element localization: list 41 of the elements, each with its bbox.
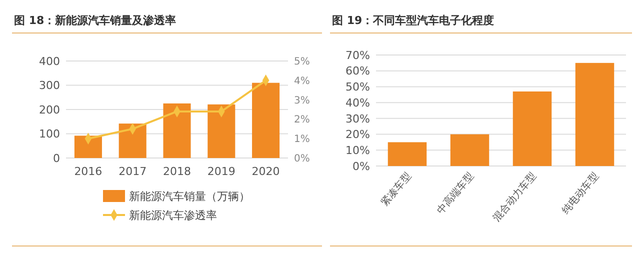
- y-tick-label: 50%: [346, 80, 370, 94]
- bar: [118, 124, 146, 158]
- x-tick-label: 2020: [252, 165, 280, 178]
- bar: [74, 136, 102, 158]
- y2-tick-label: 0%: [294, 154, 310, 164]
- chart-title: 图 19：不同车型汽车电子化程度: [332, 14, 494, 27]
- y2-tick-label: 3%: [294, 95, 310, 106]
- x-tick-label: 2018: [163, 165, 191, 178]
- x-tick-label: 紧凑车型: [378, 170, 414, 209]
- legend-label: 新能源汽车渗透率: [129, 208, 217, 222]
- bar: [450, 134, 490, 166]
- bar: [512, 91, 552, 166]
- bar: [252, 82, 280, 158]
- y-tick-label: 20%: [346, 128, 370, 142]
- y-tick-label: 0%: [352, 160, 370, 173]
- x-tick-label: 2017: [118, 165, 147, 178]
- y-tick-label: 40%: [346, 96, 370, 110]
- y-tick-label: 10%: [346, 144, 370, 157]
- x-tick-label: 中高端车型: [434, 170, 476, 216]
- y-tick-label: 30%: [346, 112, 370, 126]
- y-tick-label: 0: [53, 152, 60, 165]
- bar: [163, 103, 191, 158]
- y-tick-label: 60%: [346, 64, 370, 78]
- y-tick-label: 300: [39, 79, 60, 92]
- bar: [388, 142, 427, 166]
- y2-tick-label: 5%: [294, 56, 310, 68]
- y2-tick-label: 2%: [294, 114, 310, 126]
- bar: [575, 62, 614, 166]
- x-tick-label: 2019: [207, 165, 236, 178]
- x-tick-label: 2016: [74, 165, 102, 178]
- x-tick-label: 纯电动车型: [560, 170, 602, 216]
- y-tick-label: 100: [39, 128, 60, 141]
- y-tick-label: 400: [39, 54, 60, 68]
- y2-tick-label: 1%: [294, 134, 310, 146]
- chart-title: 图 18：新能源汽车销量及渗透率: [14, 14, 176, 27]
- y2-tick-label: 4%: [294, 76, 310, 87]
- y-tick-label: 200: [39, 103, 60, 116]
- legend-label: 新能源汽车销量（万辆）: [129, 190, 250, 203]
- bar: [208, 104, 236, 158]
- y-tick-label: 70%: [346, 48, 370, 62]
- x-tick-label: 混合动力车型: [490, 170, 539, 224]
